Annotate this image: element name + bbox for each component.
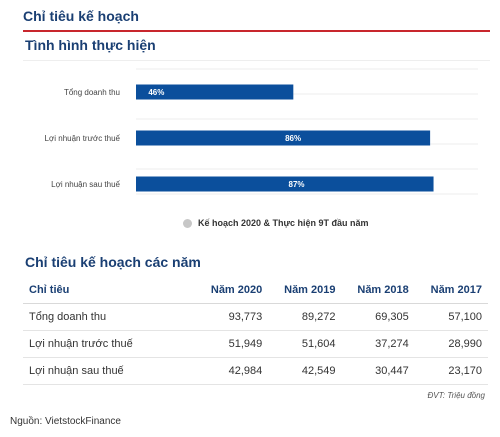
bar-chart-svg: Tổng doanh thu 46% Lợi nhuận trước thuế 86%… xyxy=(45,68,478,195)
legend-marker xyxy=(183,218,192,228)
bar[interactable] xyxy=(136,176,434,192)
table-cell: 37,274 xyxy=(341,330,415,358)
table-cell: 30,447 xyxy=(341,357,415,385)
bar[interactable] xyxy=(136,84,294,100)
table-cell: 42,984 xyxy=(195,357,269,385)
table-cell: 42,549 xyxy=(268,357,342,385)
table-cell: Lợi nhuận trước thuế xyxy=(23,330,195,358)
legend-label: Kế hoạch 2020 & Thực hiện 9T đầu năm xyxy=(198,218,369,228)
table-header-cell: Năm 2020 xyxy=(195,277,269,304)
table-header-cell: Chỉ tiêu xyxy=(23,277,195,304)
table-cell: 51,949 xyxy=(195,330,269,358)
category-label: Lợi nhuận sau thuế xyxy=(51,180,120,189)
table-row: Tổng doanh thu 93,773 89,272 69,305 57,1… xyxy=(23,303,488,331)
header: Chỉ tiêu kế hoạch xyxy=(23,6,490,32)
plan-table: Chỉ tiêu Năm 2020 Năm 2019 Năm 2018 Năm … xyxy=(23,277,488,385)
bar[interactable] xyxy=(136,130,431,146)
unit-note: ĐVT: Triệu đồng xyxy=(427,391,485,400)
table-header-row: Chỉ tiêu Năm 2020 Năm 2019 Năm 2018 Năm … xyxy=(23,277,488,304)
table-row: Lợi nhuận sau thuế 42,984 42,549 30,447 … xyxy=(23,357,488,385)
table-cell: 23,170 xyxy=(414,357,488,385)
table-cell: 69,305 xyxy=(341,303,415,331)
source-note: Nguồn: VietstockFinance xyxy=(10,416,121,427)
category-label: Tổng doanh thu xyxy=(64,88,120,97)
table-cell: 89,272 xyxy=(268,303,342,331)
page-title: Chỉ tiêu kế hoạch xyxy=(23,8,139,24)
table-cell: 93,773 xyxy=(195,303,269,331)
chart-legend[interactable]: Kế hoạch 2020 & Thực hiện 9T đầu năm xyxy=(183,218,369,228)
table-cell: 57,100 xyxy=(414,303,488,331)
data-label: 86% xyxy=(285,134,301,143)
data-label: 87% xyxy=(289,180,305,189)
table-cell: Tổng doanh thu xyxy=(23,303,195,331)
table-header-cell: Năm 2019 xyxy=(268,277,342,304)
table-cell: 28,990 xyxy=(414,330,488,358)
table-cell: 51,604 xyxy=(268,330,342,358)
chart-section-title: Tình hình thực hiện xyxy=(25,37,156,53)
table-header-cell: Năm 2017 xyxy=(414,277,488,304)
table-title: Chỉ tiêu kế hoạch các năm xyxy=(25,254,201,270)
table-row: Lợi nhuận trước thuế 51,949 51,604 37,27… xyxy=(23,330,488,358)
bar-chart: Tổng doanh thu 46% Lợi nhuận trước thuế 86%… xyxy=(23,60,490,245)
table-header-cell: Năm 2018 xyxy=(341,277,415,304)
data-label: 46% xyxy=(148,88,164,97)
table-cell: Lợi nhuận sau thuế xyxy=(23,357,195,385)
category-label: Lợi nhuận trước thuế xyxy=(45,134,121,143)
